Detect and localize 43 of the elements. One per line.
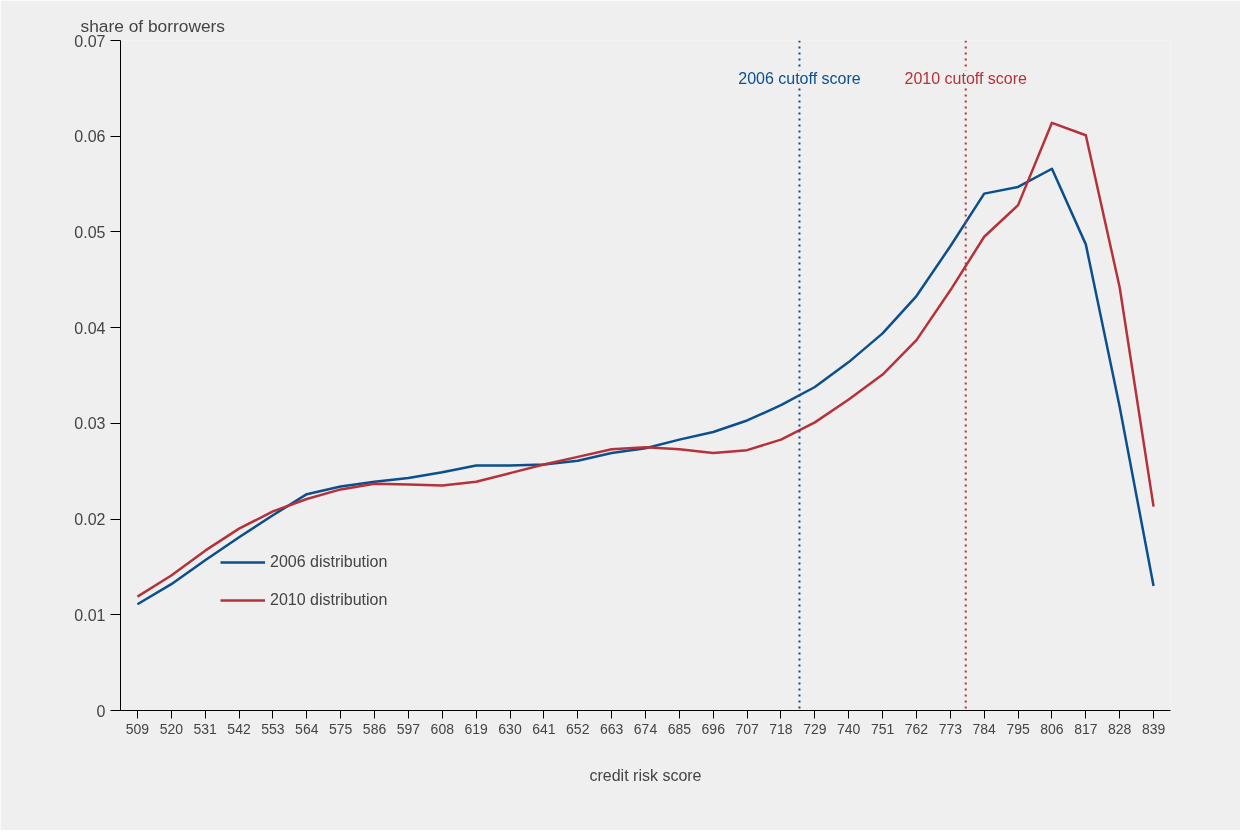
x-tick-label: 696 (701, 720, 726, 737)
x-tick-label: 707 (735, 720, 760, 737)
x-tick-label: 839 (1141, 720, 1166, 737)
x-tick-label: 630 (498, 720, 522, 737)
y-tick-label: 0 (96, 702, 106, 720)
x-tick-label: 718 (769, 720, 793, 737)
x-tick-label: 575 (328, 720, 353, 737)
x-tick-label: 828 (1108, 720, 1132, 737)
x-tick-label: 817 (1074, 720, 1098, 737)
x-tick-label: 564 (295, 720, 319, 737)
legend-label: 2010 distribution (270, 591, 388, 609)
x-tick-label: 806 (1040, 720, 1064, 737)
x-tick-label: 619 (464, 720, 489, 737)
y-tick-label: 0.06 (74, 128, 106, 146)
ref-line-label: 2010 cutoff score (904, 70, 1028, 88)
x-axis-title: credit risk score (589, 766, 702, 784)
x-tick-label: 608 (430, 720, 455, 737)
ref-line-label: 2006 cutoff score (738, 70, 861, 88)
x-tick-label: 740 (837, 720, 861, 737)
x-tick-label: 762 (904, 720, 929, 737)
x-tick-label: 652 (566, 720, 590, 737)
x-tick-label: 663 (599, 720, 624, 737)
y-tick-label: 0.05 (74, 223, 106, 241)
x-tick-label: 553 (261, 720, 285, 737)
y-tick-label: 0.04 (74, 319, 106, 337)
x-tick-label: 531 (193, 720, 218, 737)
x-tick-label: 586 (362, 720, 387, 737)
x-tick-label: 597 (396, 720, 421, 737)
x-tick-label: 674 (633, 720, 658, 737)
x-tick-label: 795 (1006, 720, 1030, 737)
x-tick-label: 509 (125, 720, 150, 737)
x-tick-label: 520 (159, 720, 184, 737)
x-tick-label: 641 (532, 720, 556, 737)
x-tick-label: 751 (870, 720, 895, 737)
y-tick-label: 0.03 (74, 415, 106, 433)
x-tick-label: 729 (803, 720, 827, 737)
y-tick-label: 0.01 (74, 606, 106, 624)
x-tick-label: 773 (938, 720, 963, 737)
legend-label: 2006 distribution (270, 553, 388, 571)
y-tick-label: 0.02 (74, 511, 106, 529)
x-tick-label: 542 (227, 720, 251, 737)
x-tick-label: 685 (667, 720, 692, 737)
x-tick-label: 784 (972, 720, 997, 737)
